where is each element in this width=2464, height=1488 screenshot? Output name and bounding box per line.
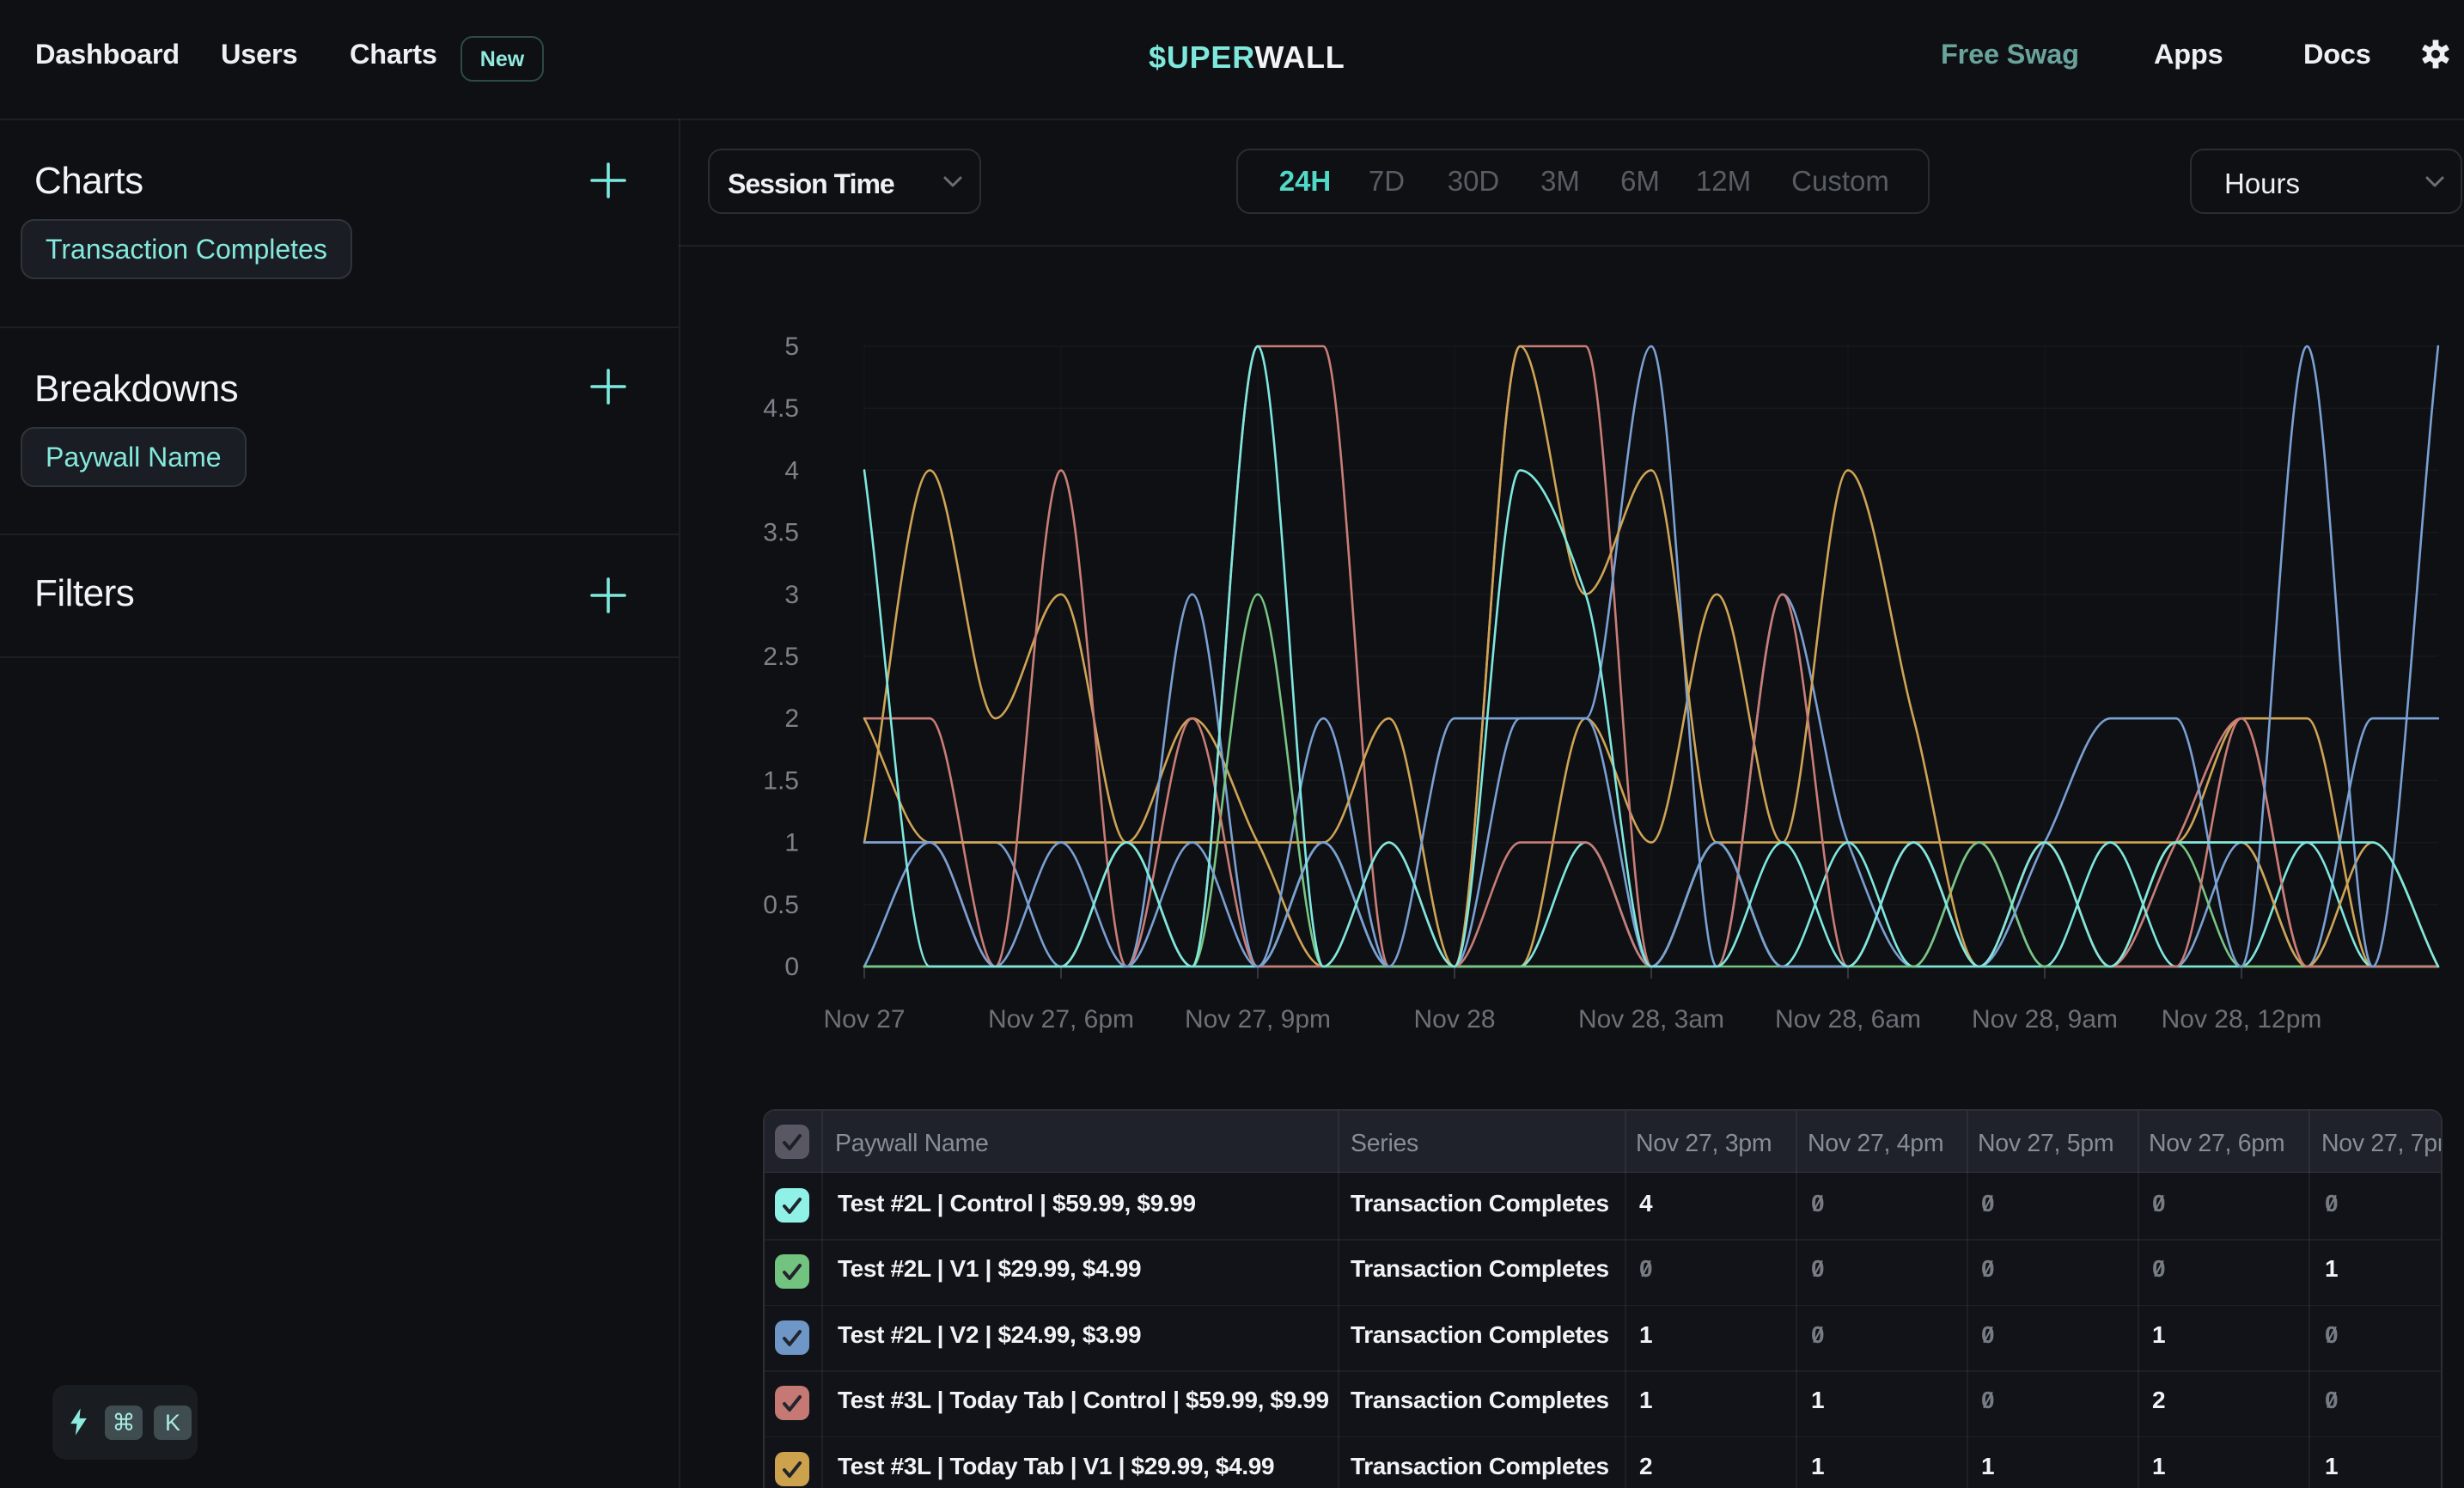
svg-text:4.5: 4.5 xyxy=(763,394,799,423)
svg-text:4: 4 xyxy=(784,456,799,485)
svg-text:1.5: 1.5 xyxy=(763,766,799,795)
svg-text:Nov 28, 6am: Nov 28, 6am xyxy=(1775,1005,1921,1034)
svg-text:2: 2 xyxy=(784,704,799,733)
svg-text:Nov 27: Nov 27 xyxy=(823,1005,905,1034)
svg-text:0: 0 xyxy=(784,953,799,981)
svg-text:Nov 27, 9pm: Nov 27, 9pm xyxy=(1185,1005,1331,1034)
svg-text:Nov 28: Nov 28 xyxy=(1413,1005,1495,1034)
svg-text:Nov 28, 12pm: Nov 28, 12pm xyxy=(2162,1005,2322,1034)
svg-text:3.5: 3.5 xyxy=(763,519,799,547)
svg-text:Nov 27, 6pm: Nov 27, 6pm xyxy=(988,1005,1134,1034)
svg-text:0.5: 0.5 xyxy=(763,891,799,919)
svg-text:3: 3 xyxy=(784,581,799,609)
svg-text:Nov 28, 9am: Nov 28, 9am xyxy=(1972,1005,2118,1034)
svg-text:1: 1 xyxy=(784,829,799,857)
svg-text:2.5: 2.5 xyxy=(763,643,799,671)
svg-text:5: 5 xyxy=(784,332,799,361)
svg-text:Nov 28, 3am: Nov 28, 3am xyxy=(1578,1005,1724,1034)
